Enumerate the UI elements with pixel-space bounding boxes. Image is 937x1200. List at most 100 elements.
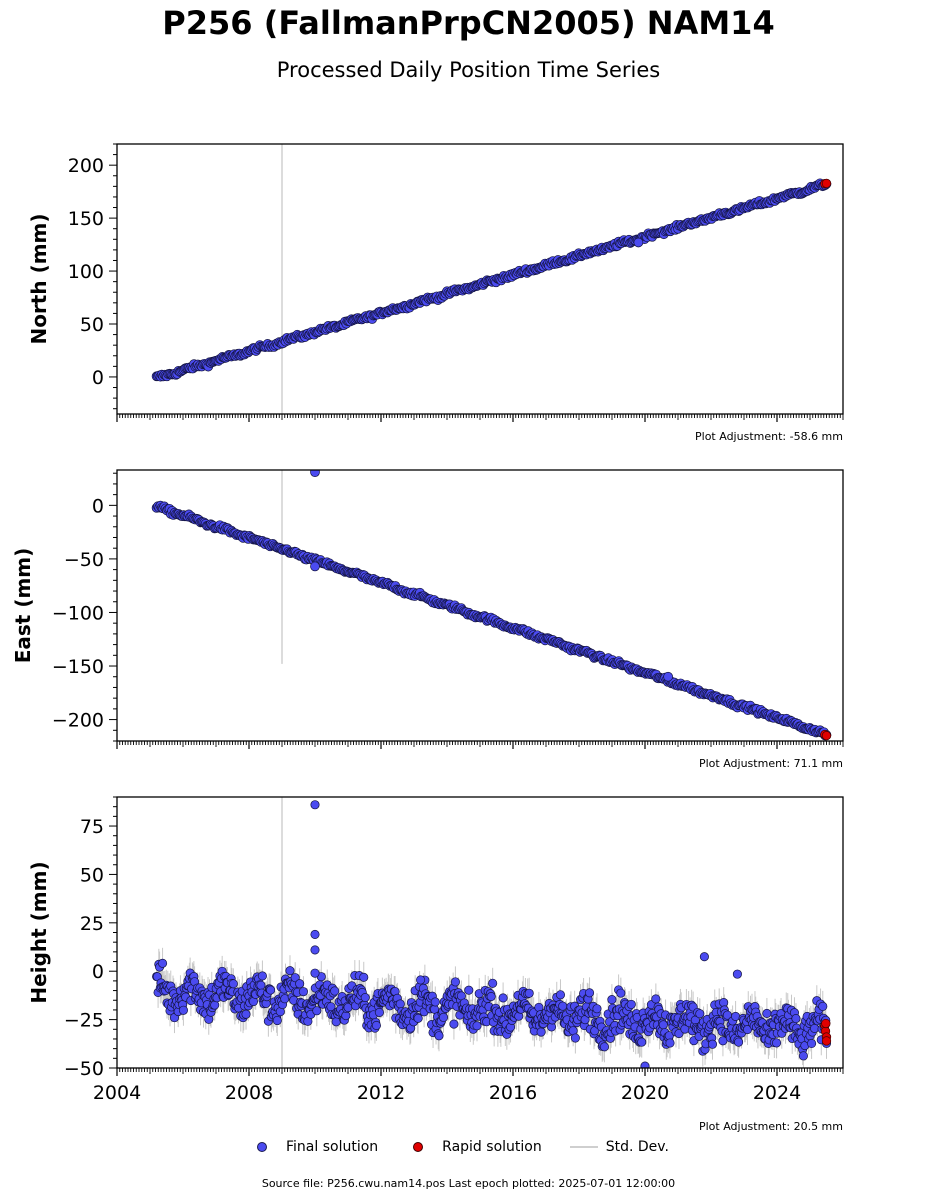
final-point [762, 1008, 772, 1018]
chart-subtitle: Processed Daily Position Time Series [276, 58, 661, 82]
final-point [731, 1011, 741, 1021]
x-tick-label: 2020 [621, 1082, 669, 1104]
final-point [310, 945, 320, 955]
final-point [663, 671, 673, 682]
final-point [486, 992, 496, 1002]
final-point [178, 1005, 188, 1015]
final-point [416, 975, 426, 985]
final-point [272, 1015, 282, 1026]
final-point [464, 985, 474, 995]
final-point [371, 1020, 381, 1030]
rapid-point [821, 730, 832, 741]
final-point [257, 971, 267, 981]
chart-title: P256 (FallmanPrpCN2005) NAM14 [162, 4, 775, 42]
final-point [555, 990, 566, 1000]
legend-final-label: Final solution [286, 1139, 379, 1155]
x-tick-label: 2024 [753, 1082, 801, 1104]
final-point [570, 1033, 580, 1043]
rapid-point [821, 1036, 832, 1046]
final-point [158, 958, 168, 968]
final-point [310, 800, 320, 810]
y-tick-label: −100 [52, 602, 104, 624]
final-point [637, 1037, 647, 1047]
final-point [626, 999, 636, 1009]
legend-final: Final solution [250, 1138, 378, 1156]
final-point [450, 977, 460, 987]
final-point [732, 969, 742, 979]
final-point [256, 980, 266, 990]
y-axis-label: North (mm) [27, 213, 51, 344]
y-tick-label: 200 [68, 155, 104, 177]
final-point [498, 993, 508, 1003]
final-point [699, 952, 709, 962]
final-point [534, 1002, 544, 1012]
x-tick-label: 2008 [225, 1082, 273, 1104]
final-point [734, 1037, 744, 1047]
y-tick-label: −150 [52, 656, 104, 678]
final-point [488, 978, 498, 988]
y-tick-label: 0 [92, 367, 104, 389]
final-point [430, 997, 440, 1007]
rapid-point [821, 1018, 831, 1029]
final-point [658, 1020, 668, 1030]
final-point [607, 995, 617, 1005]
final-point [285, 966, 295, 976]
plot-adjustment-note: Plot Adjustment: -58.6 mm [695, 430, 843, 443]
final-point [592, 1004, 602, 1014]
legend-std-label: Std. Dev. [605, 1139, 669, 1155]
final-point [228, 979, 238, 989]
legend: Final solution Rapid solution Std. Dev. [250, 1138, 697, 1156]
final-solution-marker-icon [250, 1138, 278, 1156]
y-tick-label: 75 [80, 816, 104, 838]
final-point [772, 1038, 782, 1048]
final-point [616, 988, 626, 998]
final-point [807, 1038, 817, 1049]
x-tick-label: 2012 [357, 1082, 405, 1104]
y-tick-label: −200 [52, 710, 104, 732]
final-point [395, 999, 405, 1009]
y-tick-label: −25 [64, 1010, 104, 1032]
final-point [640, 1061, 650, 1068]
final-point [310, 968, 320, 978]
final-point [413, 1013, 423, 1023]
x-tick-label: 2004 [93, 1082, 141, 1104]
final-point [536, 1027, 546, 1037]
final-point [791, 1014, 801, 1024]
final-point [360, 992, 370, 1003]
y-axis-label: East (mm) [11, 548, 35, 664]
y-axis-label: Height (mm) [27, 861, 51, 1003]
y-tick-label: 100 [68, 261, 104, 283]
final-point [359, 972, 369, 982]
final-point [290, 973, 300, 983]
final-point [524, 988, 534, 998]
final-point [241, 1009, 251, 1019]
y-tick-label: −50 [64, 1058, 104, 1080]
final-point [374, 1007, 384, 1017]
final-point [599, 1042, 609, 1052]
legend-rapid-label: Rapid solution [442, 1139, 542, 1155]
final-point [280, 994, 290, 1004]
final-point [584, 988, 595, 998]
final-point [330, 986, 340, 996]
final-point [266, 985, 276, 995]
std-dev-line-icon [569, 1138, 598, 1156]
plot-adjustment-note: Plot Adjustment: 71.1 mm [699, 757, 843, 770]
y-tick-label: −50 [64, 549, 104, 571]
y-tick-label: 50 [80, 864, 104, 886]
series-final-panel-2 [152, 797, 832, 1068]
final-point [449, 1019, 459, 1029]
final-point [651, 994, 661, 1004]
y-tick-label: 0 [92, 495, 104, 517]
final-point [633, 237, 644, 248]
rapid-point [821, 178, 832, 189]
rapid-solution-marker-icon [406, 1138, 434, 1156]
series-final-panel-0 [151, 144, 832, 414]
y-tick-label: 25 [80, 913, 104, 935]
final-point [438, 1012, 449, 1022]
final-point [695, 1009, 705, 1019]
final-point [818, 1001, 828, 1011]
y-tick-label: 0 [92, 961, 104, 983]
series-final-panel-1 [151, 470, 832, 741]
final-point [434, 1031, 444, 1041]
